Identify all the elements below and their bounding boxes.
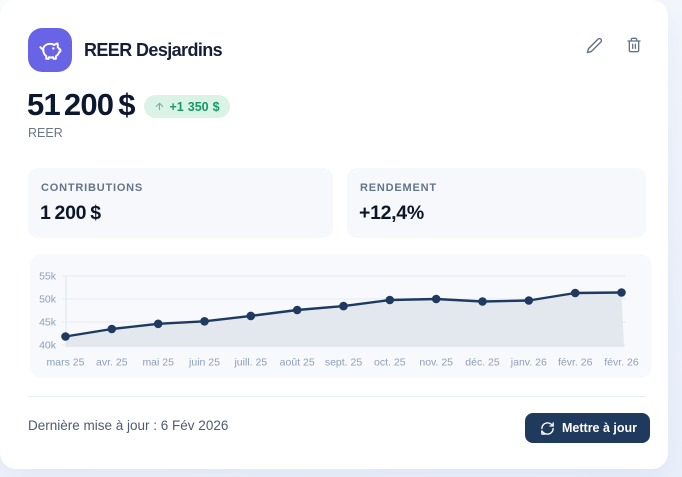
svg-text:févr. 26: févr. 26 xyxy=(604,357,639,369)
svg-text:nov. 25: nov. 25 xyxy=(419,357,453,369)
svg-text:sept. 25: sept. 25 xyxy=(325,357,363,369)
svg-text:mars 25: mars 25 xyxy=(47,357,85,369)
svg-text:50k: 50k xyxy=(39,294,57,306)
svg-text:55k: 55k xyxy=(39,271,57,283)
svg-text:avr. 25: avr. 25 xyxy=(96,357,128,369)
svg-text:juill. 25: juill. 25 xyxy=(233,357,267,369)
svg-text:40k: 40k xyxy=(39,340,57,352)
svg-text:45k: 45k xyxy=(39,317,57,329)
svg-text:août 25: août 25 xyxy=(280,357,315,369)
svg-text:déc. 25: déc. 25 xyxy=(465,357,500,369)
svg-text:mai 25: mai 25 xyxy=(142,357,174,369)
svg-text:oct. 25: oct. 25 xyxy=(374,357,406,369)
svg-text:févr. 26: févr. 26 xyxy=(558,357,593,369)
svg-text:juin 25: juin 25 xyxy=(188,357,220,369)
svg-text:janv. 26: janv. 26 xyxy=(510,357,547,369)
